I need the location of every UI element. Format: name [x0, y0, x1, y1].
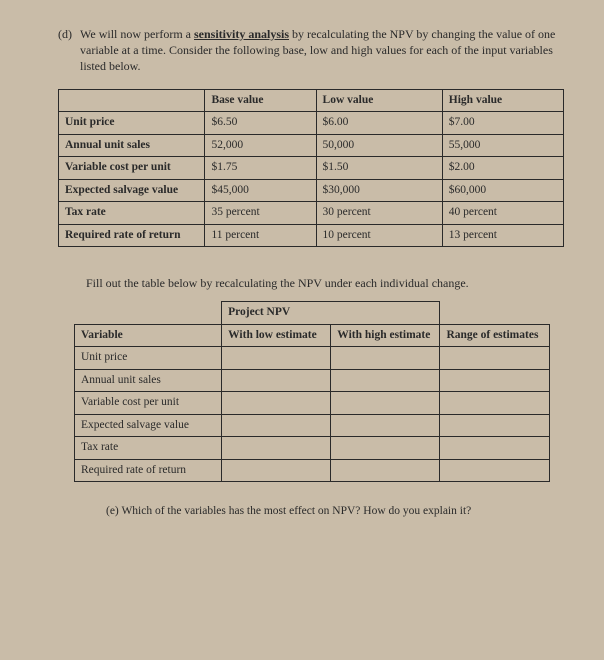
project-npv-header: Project NPV [222, 302, 440, 325]
question-d-label: (d) [58, 26, 80, 42]
cell [331, 437, 440, 460]
question-d-emph: sensitivity analysis [194, 27, 289, 41]
col-header-blank [59, 89, 205, 112]
cell [440, 459, 549, 482]
blank-cell [440, 302, 549, 325]
table-row: Annual unit sales52,00050,00055,000 [59, 134, 564, 157]
cell [222, 392, 331, 415]
cell: $2.00 [442, 157, 563, 180]
col-header-variable: Variable [75, 324, 222, 347]
cell [440, 369, 549, 392]
table-row: Unit price$6.50$6.00$7.00 [59, 112, 564, 135]
cell [331, 392, 440, 415]
blank-cell [75, 302, 222, 325]
question-d: (d)We will now perform a sensitivity ana… [58, 26, 564, 75]
cell: $6.50 [205, 112, 316, 135]
cell: $30,000 [316, 179, 442, 202]
cell: $60,000 [442, 179, 563, 202]
col-header-low: Low value [316, 89, 442, 112]
cell: 52,000 [205, 134, 316, 157]
question-e-label: (e) [106, 505, 119, 517]
cell: $7.00 [442, 112, 563, 135]
npv-super-header-row: Project NPV [75, 302, 550, 325]
cell: 10 percent [316, 224, 442, 247]
cell: 11 percent [205, 224, 316, 247]
col-header-range: Range of estimates [440, 324, 549, 347]
table-row: Expected salvage value [75, 414, 550, 437]
col-header-high-est: With high estimate [331, 324, 440, 347]
row-label: Variable cost per unit [59, 157, 205, 180]
row-label: Tax rate [75, 437, 222, 460]
cell: 55,000 [442, 134, 563, 157]
table-header-row: Base value Low value High value [59, 89, 564, 112]
row-label: Annual unit sales [59, 134, 205, 157]
row-label: Unit price [75, 347, 222, 370]
row-label: Required rate of return [59, 224, 205, 247]
cell: $6.00 [316, 112, 442, 135]
cell [440, 347, 549, 370]
question-e-text: Which of the variables has the most effe… [121, 505, 471, 517]
cell: 40 percent [442, 202, 563, 225]
col-header-high: High value [442, 89, 563, 112]
cell [331, 347, 440, 370]
cell [222, 459, 331, 482]
sensitivity-values-table: Base value Low value High value Unit pri… [58, 89, 564, 248]
table-row: Variable cost per unit$1.75$1.50$2.00 [59, 157, 564, 180]
cell [222, 437, 331, 460]
cell [222, 414, 331, 437]
fill-instruction: Fill out the table below by recalculatin… [86, 275, 564, 291]
col-header-base: Base value [205, 89, 316, 112]
row-label: Required rate of return [75, 459, 222, 482]
table-row: Unit price [75, 347, 550, 370]
question-e: (e) Which of the variables has the most … [106, 504, 564, 520]
cell: $45,000 [205, 179, 316, 202]
cell [440, 392, 549, 415]
row-label: Tax rate [59, 202, 205, 225]
cell [331, 414, 440, 437]
table-row: Required rate of return [75, 459, 550, 482]
row-label: Unit price [59, 112, 205, 135]
cell [440, 437, 549, 460]
table-row: Required rate of return11 percent10 perc… [59, 224, 564, 247]
row-label: Expected salvage value [75, 414, 222, 437]
cell [222, 369, 331, 392]
cell [440, 414, 549, 437]
table-row: Annual unit sales [75, 369, 550, 392]
table-row: Expected salvage value$45,000$30,000$60,… [59, 179, 564, 202]
cell [331, 369, 440, 392]
row-label: Variable cost per unit [75, 392, 222, 415]
table-row: Tax rate35 percent30 percent40 percent [59, 202, 564, 225]
cell: $1.75 [205, 157, 316, 180]
question-d-text: We will now perform a sensitivity analys… [80, 27, 555, 73]
cell [222, 347, 331, 370]
table-row: Variable cost per unit [75, 392, 550, 415]
cell: 50,000 [316, 134, 442, 157]
col-header-low-est: With low estimate [222, 324, 331, 347]
cell: 13 percent [442, 224, 563, 247]
question-d-pre: We will now perform a [80, 27, 194, 41]
table-row: Tax rate [75, 437, 550, 460]
table-header-row: Variable With low estimate With high est… [75, 324, 550, 347]
cell [331, 459, 440, 482]
row-label: Expected salvage value [59, 179, 205, 202]
cell: 30 percent [316, 202, 442, 225]
cell: $1.50 [316, 157, 442, 180]
project-npv-table: Project NPV Variable With low estimate W… [74, 301, 550, 482]
row-label: Annual unit sales [75, 369, 222, 392]
cell: 35 percent [205, 202, 316, 225]
